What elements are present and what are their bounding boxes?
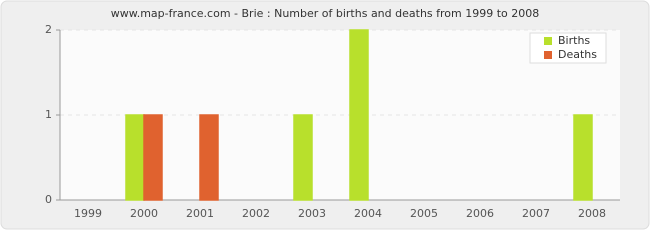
legend-swatch (544, 37, 552, 45)
legend-swatch (544, 51, 552, 59)
x-tick-label: 2007 (522, 207, 550, 220)
x-tick-label: 2002 (242, 207, 270, 220)
y-tick-label: 0 (45, 193, 52, 206)
x-tick-label: 2006 (466, 207, 494, 220)
x-tick-label: 2003 (298, 207, 326, 220)
legend (529, 32, 607, 64)
legend-box (529, 32, 607, 64)
bar (143, 114, 163, 201)
legend-label: Births (558, 34, 590, 47)
x-tick-label: 2001 (186, 207, 214, 220)
x-tick-label: 2000 (130, 207, 158, 220)
x-tick-label: 2005 (410, 207, 438, 220)
bar (199, 114, 219, 201)
chart: www.map-france.com - Brie : Number of bi… (0, 0, 650, 230)
x-tick-label: 2004 (354, 207, 382, 220)
bar (293, 114, 313, 201)
y-tick-label: 1 (45, 108, 52, 121)
chart-title: www.map-france.com - Brie : Number of bi… (111, 7, 540, 20)
bar (573, 114, 593, 201)
y-tick-label: 2 (45, 23, 52, 36)
x-tick-label: 2008 (578, 207, 606, 220)
bar (349, 29, 369, 201)
bar (125, 114, 145, 201)
legend-label: Deaths (558, 48, 597, 61)
x-tick-label: 1999 (74, 207, 102, 220)
